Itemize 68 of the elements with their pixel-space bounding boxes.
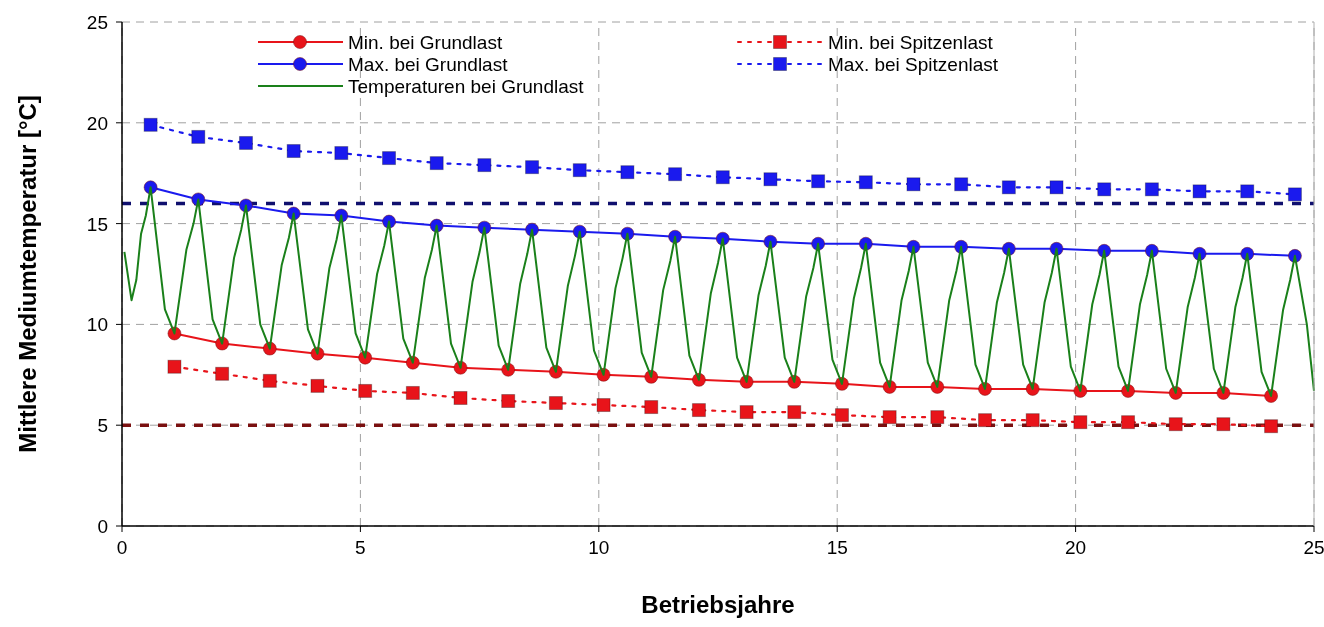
y-tick-label: 25: [86, 12, 108, 33]
point: [143, 117, 158, 132]
y-tick-label: 20: [86, 112, 108, 134]
point: [525, 160, 540, 175]
point: [334, 146, 349, 161]
x-tick-label: 25: [1303, 537, 1324, 558]
legend-label: Temperaturen bei Grundlast: [348, 76, 585, 97]
point: [1073, 415, 1088, 430]
point: [1001, 180, 1016, 195]
point: [1025, 413, 1040, 428]
point: [644, 400, 659, 415]
point: [1121, 415, 1136, 430]
point: [405, 385, 420, 400]
point: [477, 158, 492, 173]
y-tick-label: 0: [97, 516, 108, 537]
point: [763, 172, 778, 187]
x-tick-label: 20: [1065, 537, 1087, 558]
legend-label: Min. bei Grundlast: [348, 32, 503, 53]
y-tick-label: 15: [86, 213, 108, 235]
point: [167, 359, 182, 374]
legend-label: Max. bei Grundlast: [348, 54, 509, 75]
point: [238, 135, 253, 150]
point: [286, 144, 301, 159]
y-tick-label: 10: [86, 314, 108, 336]
point: [668, 167, 683, 182]
point: [453, 390, 468, 405]
x-tick-label: 15: [826, 537, 848, 558]
point: [882, 410, 897, 425]
point: [620, 165, 635, 180]
point: [1049, 180, 1064, 195]
point: [262, 373, 277, 388]
point: [1192, 184, 1207, 199]
point: [1168, 417, 1183, 432]
x-tick-label: 5: [355, 537, 366, 558]
point: [596, 398, 611, 413]
point: [1097, 182, 1112, 197]
point: [930, 410, 945, 425]
x-tick-label: 0: [116, 537, 128, 558]
point: [978, 413, 993, 428]
point: [358, 383, 373, 398]
x-axis-title: Betriebsjahre: [641, 591, 795, 618]
point: [811, 174, 826, 189]
point: [739, 405, 754, 420]
point: [834, 408, 849, 423]
y-axis-title: Mittlere Mediumtemperatur [°C]: [14, 95, 41, 453]
legend-label: Max. bei Spitzenlast: [828, 54, 999, 75]
point: [787, 405, 802, 420]
point: [691, 403, 706, 418]
point: [310, 378, 325, 393]
point: [954, 177, 969, 192]
point: [1287, 187, 1302, 202]
y-tick-label: 5: [97, 415, 108, 437]
legend-label: Min. bei Spitzenlast: [828, 32, 994, 53]
point: [715, 170, 730, 185]
point: [429, 156, 444, 171]
point: [548, 396, 563, 411]
point: [1240, 184, 1255, 199]
point: [858, 175, 873, 190]
point: [906, 177, 921, 192]
point: [1264, 419, 1279, 434]
point: [572, 163, 587, 178]
point: [191, 129, 206, 144]
point: [382, 151, 397, 166]
point: [1216, 417, 1231, 432]
point: [501, 394, 516, 409]
point: [1144, 182, 1159, 197]
point: [215, 366, 230, 381]
x-tick-label: 10: [588, 537, 610, 558]
